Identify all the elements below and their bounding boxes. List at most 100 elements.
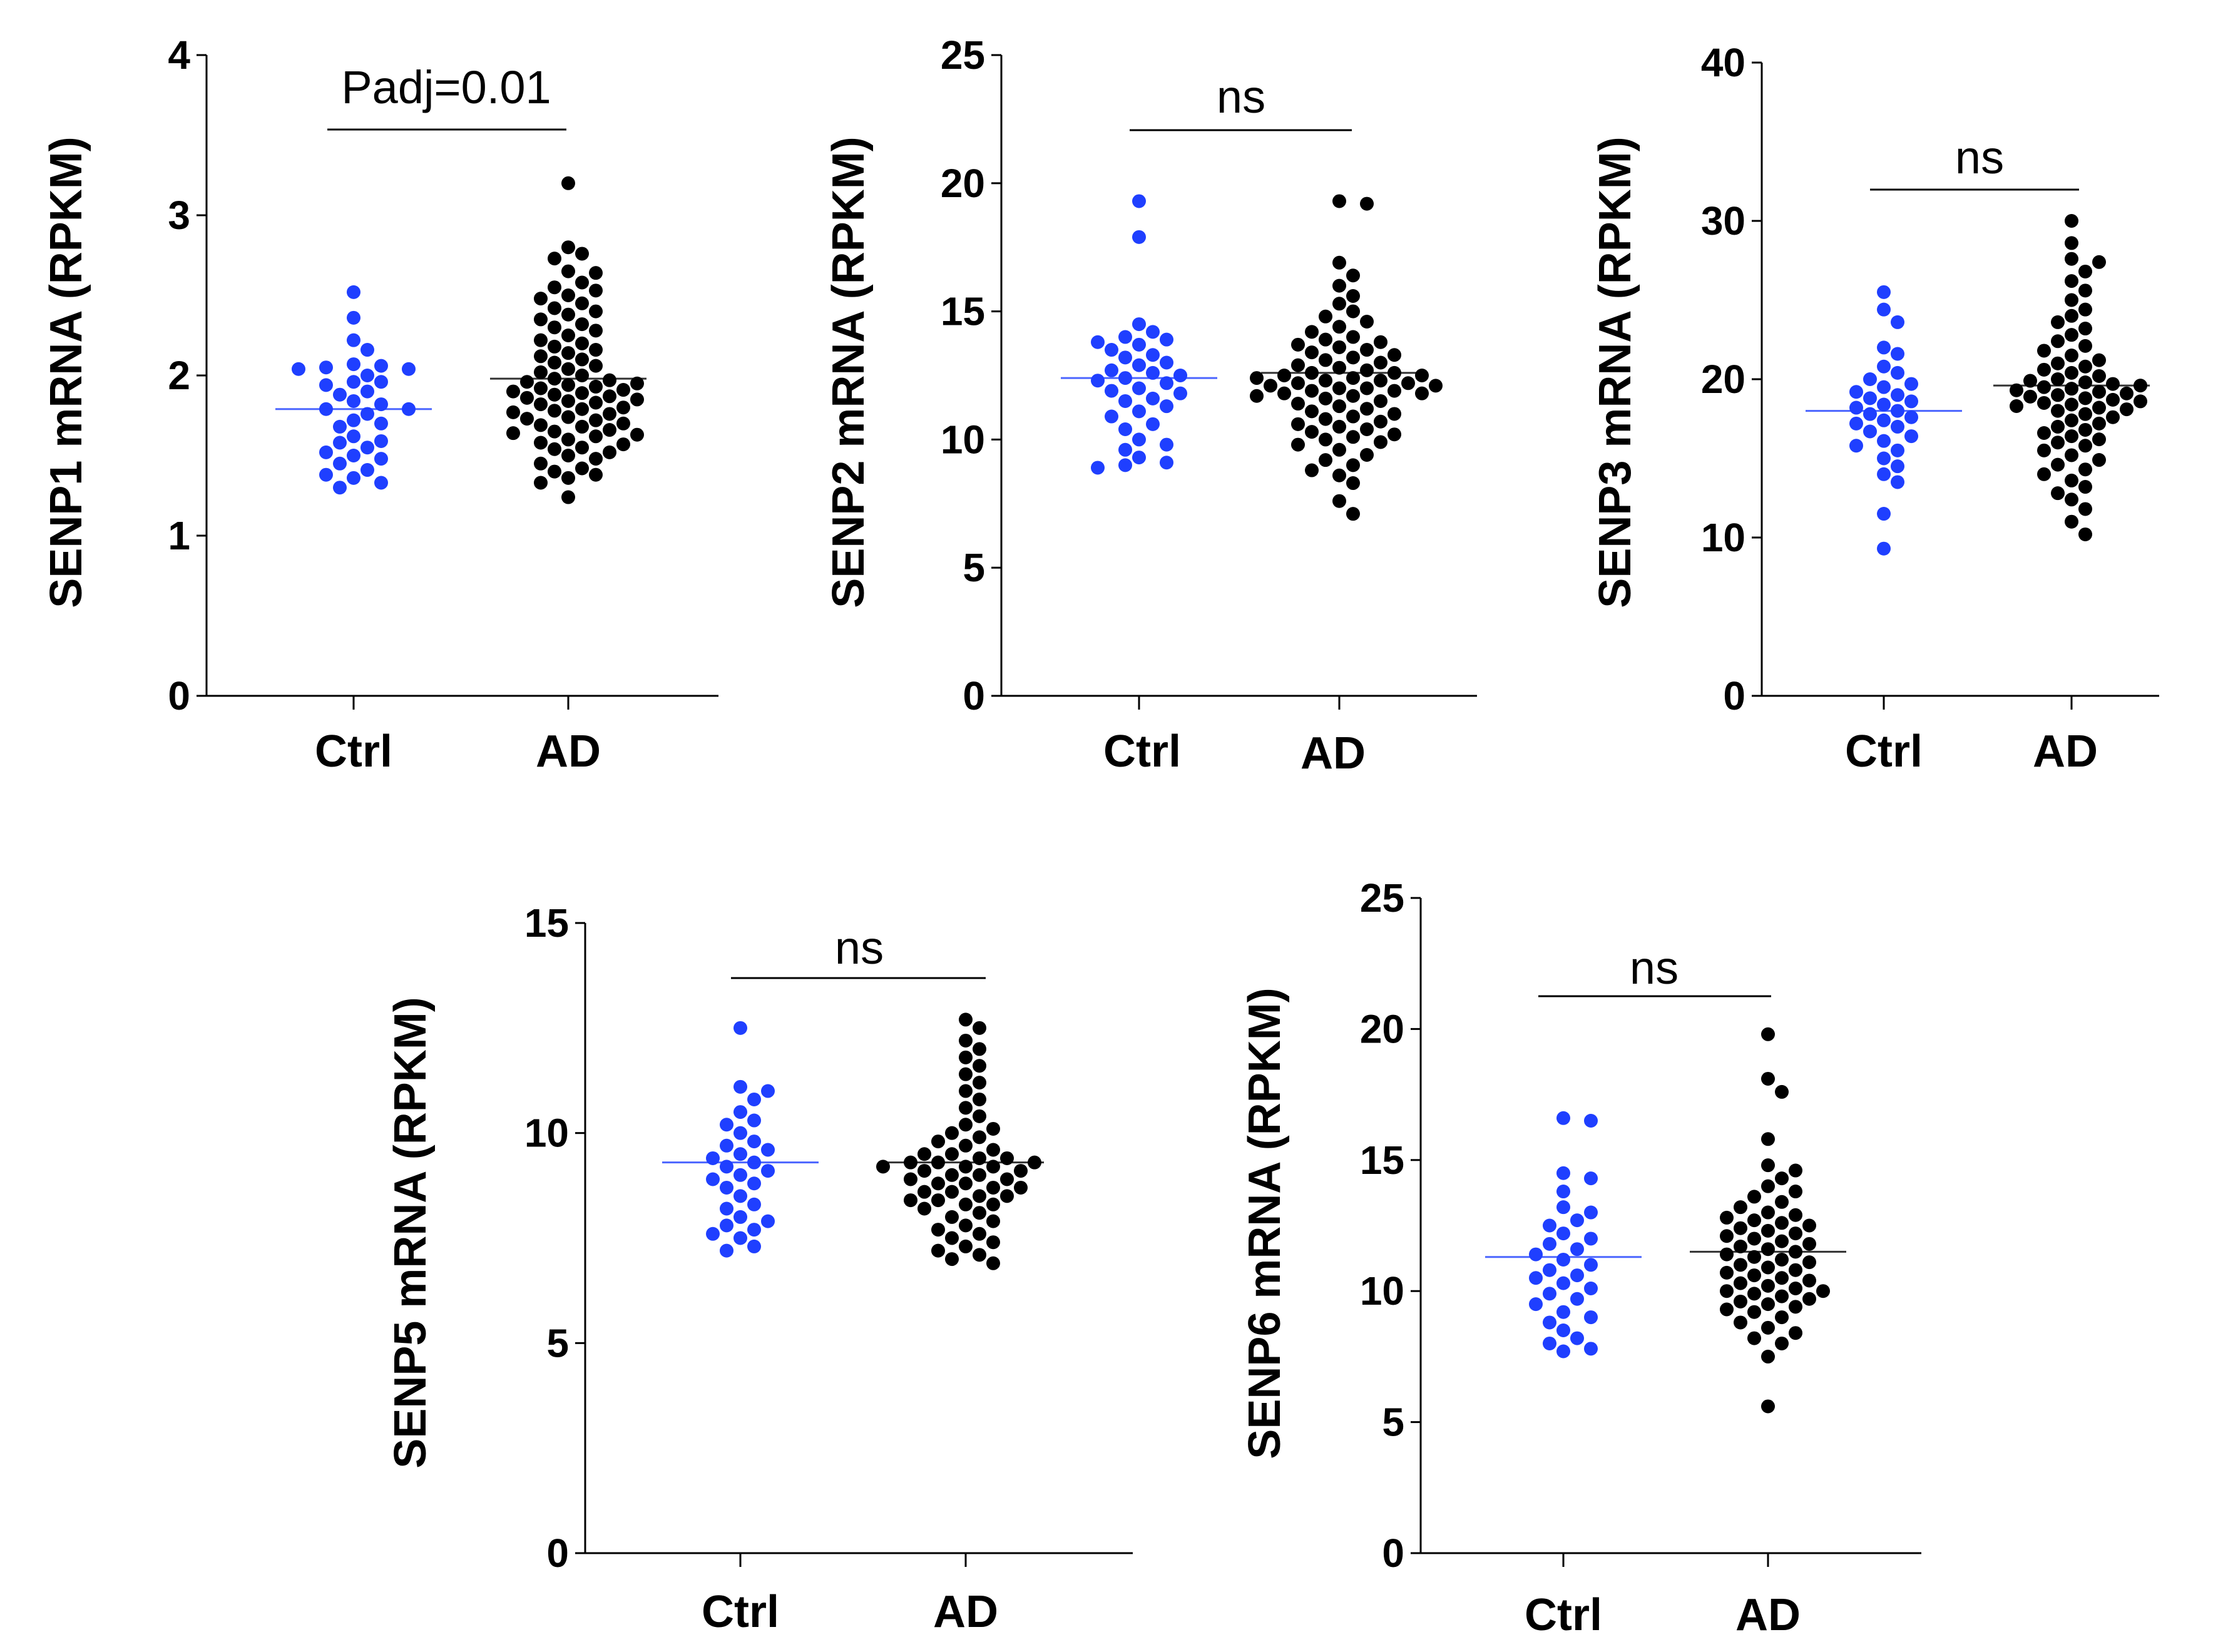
data-point-ctrl — [1543, 1218, 1556, 1233]
data-point-ad — [616, 437, 630, 452]
y-tick-label: 5 — [1382, 1400, 1404, 1445]
y-tick-label: 3 — [168, 193, 190, 238]
data-point-ctrl — [347, 471, 360, 485]
data-point-ctrl — [761, 1214, 775, 1228]
data-point-ctrl — [1877, 434, 1891, 448]
data-point-ad — [973, 1189, 986, 1203]
data-point-ad — [2065, 293, 2078, 307]
data-point-ctrl — [1556, 1276, 1570, 1290]
y-tick-label: 20 — [1360, 1006, 1404, 1051]
data-point-ctrl — [1132, 404, 1146, 419]
data-point-ad — [2051, 419, 2065, 434]
senp5-chart: SENP5 mRNA (RPKM) ns Ctrl AD 0 5 10 15 — [386, 900, 1133, 1637]
data-point-ad — [506, 405, 520, 419]
data-point-ctrl — [1118, 458, 1132, 472]
data-point-ad — [506, 384, 520, 399]
data-point-ad — [1789, 1300, 1802, 1314]
data-point-ad — [2023, 374, 2037, 388]
data-point-ad — [1360, 381, 1374, 395]
data-point-ad — [548, 404, 561, 418]
data-point-ad — [959, 1138, 973, 1153]
data-point-ad — [986, 1121, 1000, 1136]
data-point-ad — [1802, 1273, 1816, 1288]
data-point-ad — [1789, 1226, 1802, 1241]
data-point-ad — [959, 1118, 973, 1132]
data-point-ctrl — [333, 456, 347, 471]
data-point-ad — [1305, 404, 1319, 419]
data-point-ctrl — [1132, 317, 1146, 332]
data-point-ad — [589, 324, 603, 338]
data-point-ad — [1761, 1260, 1775, 1275]
data-point-ad — [931, 1134, 945, 1149]
data-point-ad — [2134, 394, 2147, 409]
data-point-ctrl — [1146, 417, 1160, 431]
data-point-ad — [1775, 1195, 1789, 1209]
data-point-ctrl — [1863, 424, 1877, 439]
data-point-ctrl — [1556, 1200, 1570, 1215]
data-point-ad — [1775, 1252, 1789, 1267]
data-point-ad — [973, 1206, 986, 1220]
data-point-ad — [1332, 442, 1346, 457]
data-point-ad — [959, 1101, 973, 1115]
data-point-ad — [561, 378, 575, 392]
data-point-ad — [986, 1143, 1000, 1157]
data-point-ad — [1802, 1292, 1816, 1306]
data-point-ctrl — [1584, 1171, 1598, 1186]
data-point-ad — [561, 329, 575, 342]
data-point-ctrl — [733, 1126, 747, 1140]
data-point-ctrl — [360, 441, 374, 455]
data-point-ad — [2051, 404, 2065, 418]
data-point-ad — [2065, 365, 2078, 380]
data-point-ctrl — [1584, 1231, 1598, 1246]
data-point-ctrl — [374, 476, 388, 490]
data-point-ad — [1305, 463, 1319, 477]
data-point-ctrl — [720, 1118, 733, 1132]
data-point-ad — [616, 383, 630, 397]
data-point-ctrl — [1849, 400, 1863, 415]
data-point-ad — [548, 252, 561, 266]
data-point-ad — [561, 362, 575, 376]
data-point-ctrl — [747, 1197, 761, 1211]
data-point-ad — [1761, 1027, 1775, 1041]
data-point-ad — [1720, 1302, 1734, 1317]
data-point-ad — [589, 452, 603, 466]
data-point-ad — [945, 1168, 959, 1182]
data-point-ctrl — [1849, 439, 1863, 453]
data-point-ctrl — [1570, 1268, 1584, 1283]
data-point-ctrl — [720, 1218, 733, 1233]
data-point-ad — [2065, 429, 2078, 444]
data-point-ad — [575, 441, 589, 455]
data-point-ad — [973, 1021, 986, 1035]
data-point-ctrl — [1556, 1226, 1570, 1241]
data-point-ctrl — [706, 1226, 720, 1241]
data-point-ad — [1761, 1223, 1775, 1238]
data-point-ad — [1761, 1278, 1775, 1293]
data-point-ad — [1775, 1216, 1789, 1230]
data-point-ad — [534, 312, 548, 327]
data-point-ad — [534, 476, 548, 490]
data-point-ctrl — [1543, 1336, 1556, 1350]
data-point-ad — [904, 1193, 917, 1208]
data-point-ad — [2078, 480, 2092, 494]
data-point-ad — [973, 1109, 986, 1123]
data-point-ad — [2092, 400, 2106, 415]
significance-label: Padj=0.01 — [341, 61, 551, 113]
data-point-ctrl — [747, 1176, 761, 1191]
data-point-ad — [1319, 332, 1332, 347]
data-point-ctrl — [747, 1113, 761, 1128]
data-point-ad — [616, 416, 630, 431]
data-point-ad — [1346, 430, 1360, 444]
y-tick-label: 15 — [524, 900, 569, 946]
data-point-ad — [2037, 344, 2051, 358]
data-point-ctrl — [1877, 285, 1891, 299]
y-tick-label: 1 — [168, 513, 190, 558]
data-point-ctrl — [747, 1239, 761, 1253]
data-point-ad — [2065, 473, 2078, 487]
data-point-ad — [575, 247, 589, 261]
data-point-ctrl — [1132, 432, 1146, 447]
data-point-ad — [1319, 374, 1332, 388]
data-point-ctrl — [1160, 332, 1173, 347]
data-point-ad — [2065, 514, 2078, 529]
data-point-ctrl — [360, 343, 374, 357]
data-point-ctrl — [360, 369, 374, 382]
